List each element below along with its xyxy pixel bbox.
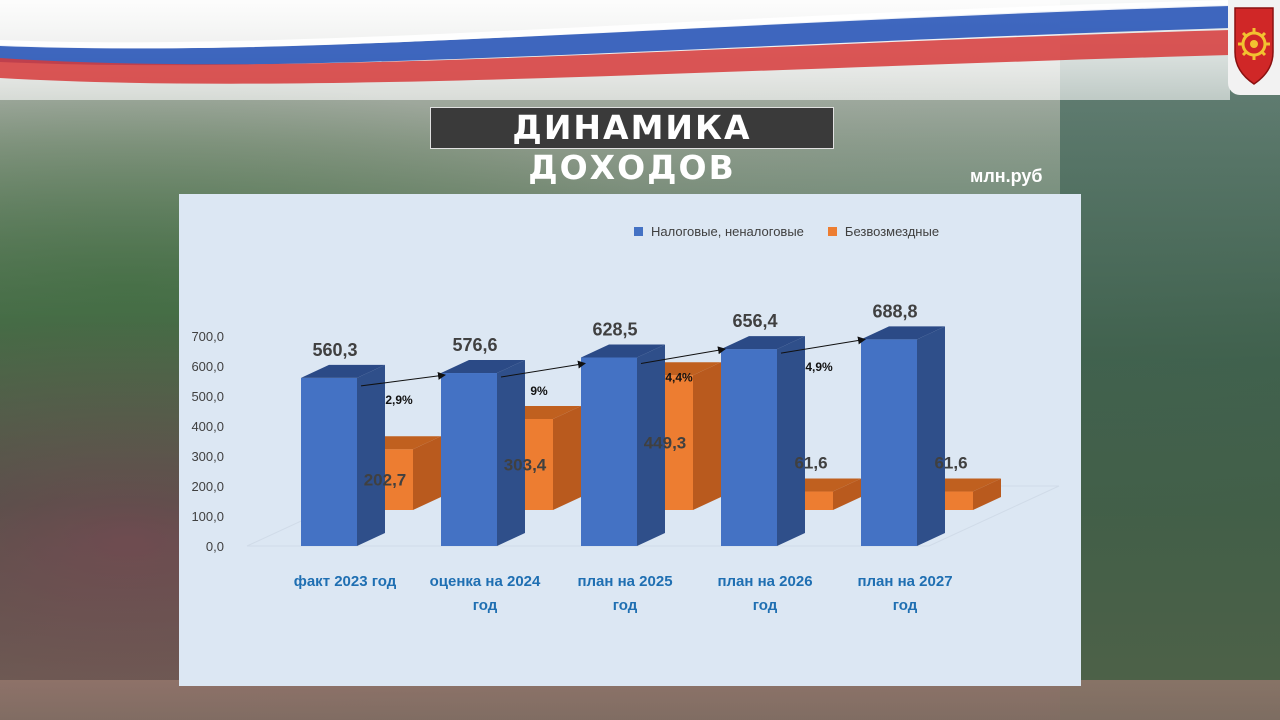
data-label-tax: 560,3 xyxy=(312,340,357,360)
y-tick-label: 100,0 xyxy=(191,509,224,524)
y-tick-label: 700,0 xyxy=(191,329,224,344)
bar-tax xyxy=(441,373,497,546)
data-label-free: 61,6 xyxy=(934,454,967,473)
units-label: млн.руб xyxy=(970,166,1043,186)
bar-tax-top xyxy=(301,364,385,378)
bar-tax-top xyxy=(581,344,665,358)
growth-arrow xyxy=(640,346,726,364)
data-label-tax: 656,4 xyxy=(732,311,777,331)
bar-tax-top xyxy=(861,326,945,340)
data-label-tax: 688,8 xyxy=(872,301,917,321)
data-label-free: 449,3 xyxy=(644,434,687,453)
legend-item-free: Безвозмездные xyxy=(827,224,940,239)
y-tick-label: 0,0 xyxy=(206,539,224,554)
bar-tax xyxy=(721,349,777,546)
chart-panel: 0,0 100,0 200,0 300,0 400,0 500,0 600,0 700,0 56… xyxy=(179,194,1081,686)
background-ground xyxy=(0,680,1280,720)
legend-swatch-free xyxy=(827,227,837,236)
bar-tax-top xyxy=(721,336,805,350)
legend-item-tax: Налоговые, неналоговые xyxy=(634,224,804,239)
data-label-free: 202,7 xyxy=(364,471,407,490)
category-label: план на 2027 xyxy=(857,573,952,590)
growth-label: 2,9% xyxy=(385,393,413,407)
flag-wave-banner xyxy=(0,0,1230,100)
bar-tax-side xyxy=(917,326,945,546)
bar-free-side xyxy=(833,478,861,510)
category-label: план на 2026 xyxy=(717,573,812,590)
y-tick-label: 600,0 xyxy=(191,359,224,374)
y-tick-label: 200,0 xyxy=(191,479,224,494)
category-label: факт 2023 год xyxy=(294,573,397,590)
revenue-chart: 0,0 100,0 200,0 300,0 400,0 500,0 600,0 700,0 56… xyxy=(191,301,1060,614)
legend-label-free: Безвозмездные xyxy=(844,224,940,239)
legend-label-tax: Налоговые, неналоговые xyxy=(651,224,804,239)
growth-label: 4,9% xyxy=(805,360,833,374)
bar-tax xyxy=(581,357,637,546)
bar-tax-side xyxy=(357,364,385,546)
category-label: оценка на 2024 xyxy=(430,573,541,590)
growth-arrow xyxy=(780,336,866,354)
growth-arrow xyxy=(500,360,586,378)
category-label-line2: год xyxy=(753,597,778,614)
bar-tax-top xyxy=(441,360,525,374)
bar-tax xyxy=(861,339,917,546)
growth-label: 9% xyxy=(530,384,548,398)
city-emblem xyxy=(1228,0,1280,95)
growth-arrow xyxy=(360,371,446,387)
category-label-line2: год xyxy=(613,597,638,614)
chart-legend: Налоговые, неналоговые Безвозмездные xyxy=(634,224,939,239)
page-title: ДИНАМИКА ДОХОДОВ xyxy=(430,107,834,187)
y-tick-label: 400,0 xyxy=(191,419,224,434)
category-label-line2: год xyxy=(893,597,918,614)
bar-free-side xyxy=(693,362,721,510)
data-label-tax: 576,6 xyxy=(452,335,497,355)
background-fir-branches xyxy=(1060,0,1280,720)
category-label-line2: год xyxy=(473,597,498,614)
bar-free-side xyxy=(973,478,1001,510)
bar-tax-side xyxy=(497,360,525,546)
growth-label: 4,4% xyxy=(665,370,693,384)
bar-tax-side xyxy=(637,344,665,546)
data-label-free: 303,4 xyxy=(504,455,547,474)
legend-swatch-tax xyxy=(634,227,643,236)
bar-free-side xyxy=(553,405,581,510)
bar-free-side xyxy=(413,436,441,510)
y-tick-label: 300,0 xyxy=(191,449,224,464)
bar-tax-side xyxy=(777,336,805,546)
bar-tax xyxy=(301,377,357,546)
data-label-free: 61,6 xyxy=(794,454,827,473)
y-tick-label: 500,0 xyxy=(191,389,224,404)
category-label: план на 2025 xyxy=(577,573,672,590)
data-label-tax: 628,5 xyxy=(592,319,637,339)
